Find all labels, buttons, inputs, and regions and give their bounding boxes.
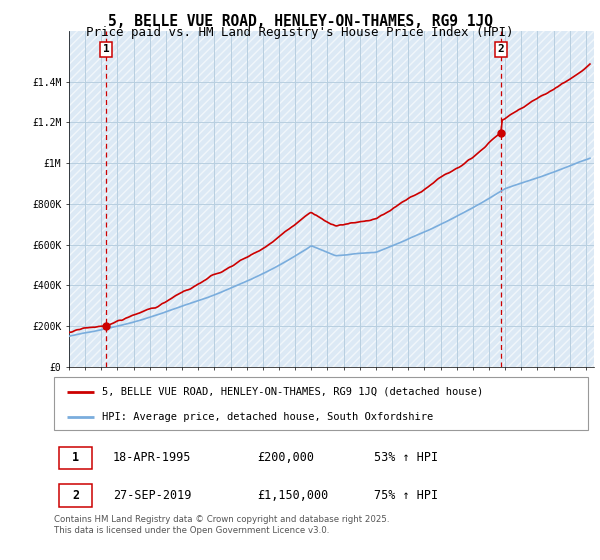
- Text: 18-APR-1995: 18-APR-1995: [113, 451, 191, 464]
- Text: 5, BELLE VUE ROAD, HENLEY-ON-THAMES, RG9 1JQ: 5, BELLE VUE ROAD, HENLEY-ON-THAMES, RG9…: [107, 14, 493, 29]
- Text: 1: 1: [103, 44, 109, 54]
- Text: 5, BELLE VUE ROAD, HENLEY-ON-THAMES, RG9 1JQ (detached house): 5, BELLE VUE ROAD, HENLEY-ON-THAMES, RG9…: [102, 387, 484, 397]
- Text: 2: 2: [73, 489, 79, 502]
- Text: £1,150,000: £1,150,000: [257, 489, 328, 502]
- Text: 75% ↑ HPI: 75% ↑ HPI: [374, 489, 439, 502]
- Text: £200,000: £200,000: [257, 451, 314, 464]
- FancyBboxPatch shape: [59, 484, 92, 507]
- Text: 53% ↑ HPI: 53% ↑ HPI: [374, 451, 439, 464]
- Text: Contains HM Land Registry data © Crown copyright and database right 2025.
This d: Contains HM Land Registry data © Crown c…: [54, 515, 389, 535]
- Text: 27-SEP-2019: 27-SEP-2019: [113, 489, 191, 502]
- Text: 1: 1: [73, 451, 79, 464]
- Text: HPI: Average price, detached house, South Oxfordshire: HPI: Average price, detached house, Sout…: [102, 412, 433, 422]
- FancyBboxPatch shape: [54, 377, 588, 430]
- Text: Price paid vs. HM Land Registry's House Price Index (HPI): Price paid vs. HM Land Registry's House …: [86, 26, 514, 39]
- Text: 2: 2: [497, 44, 505, 54]
- FancyBboxPatch shape: [59, 447, 92, 469]
